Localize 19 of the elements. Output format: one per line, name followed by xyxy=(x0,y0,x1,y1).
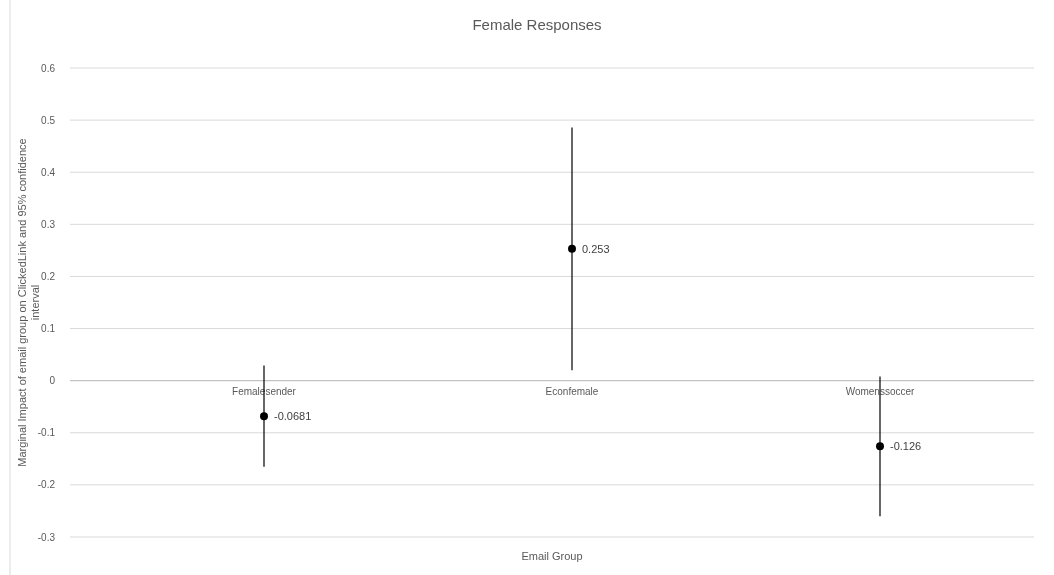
x-tick-label: Econfemale xyxy=(545,385,599,397)
point xyxy=(876,442,884,451)
y-tick-label: 0 xyxy=(49,375,56,387)
point xyxy=(568,244,576,253)
point xyxy=(260,412,268,421)
y-tick-label: 0.3 xyxy=(41,218,56,230)
y-tick-label: -0.2 xyxy=(37,479,56,491)
y-tick-label: -0.3 xyxy=(37,531,56,543)
y-tick-label: 0.1 xyxy=(41,323,56,335)
data-label: 0.253 xyxy=(582,242,610,255)
data-label: -0.0681 xyxy=(274,410,312,422)
data-label: -0.126 xyxy=(890,440,922,453)
y-tick-label: 0.4 xyxy=(41,166,56,178)
x-axis-title: Email Group xyxy=(521,550,583,562)
y-tick-label: 0.6 xyxy=(41,62,56,74)
chart-title: Female Responses xyxy=(472,16,602,33)
y-tick-label: 0.5 xyxy=(41,114,56,126)
y-tick-label: 0.2 xyxy=(41,270,56,282)
y-tick-label: -0.1 xyxy=(37,427,56,439)
